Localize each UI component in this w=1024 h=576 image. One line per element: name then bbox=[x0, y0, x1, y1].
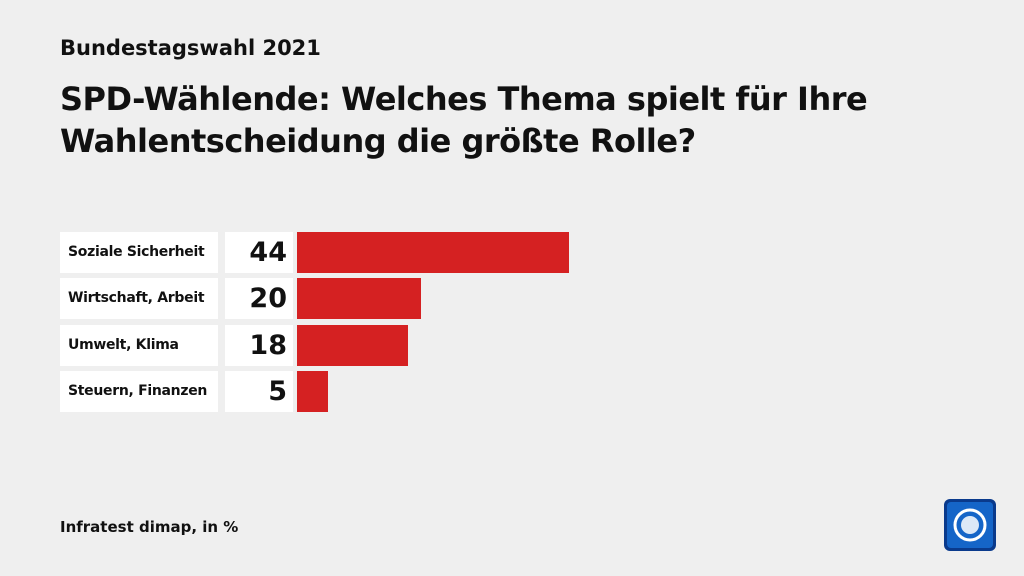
value-label: 18 bbox=[225, 324, 293, 366]
bar bbox=[297, 232, 569, 273]
bar bbox=[297, 370, 328, 412]
value-label: 5 bbox=[225, 370, 293, 412]
value-label: 44 bbox=[225, 232, 293, 273]
category-label: Umwelt, Klima bbox=[60, 324, 218, 366]
bar bbox=[297, 324, 409, 366]
category-label: Steuern, Finanzen bbox=[60, 370, 218, 412]
category-label: Wirtschaft, Arbeit bbox=[60, 278, 218, 320]
supertitle: Bundestagswahl 2021 bbox=[60, 36, 321, 60]
value-label: 20 bbox=[225, 278, 293, 320]
source: Infratest dimap, in % bbox=[60, 518, 239, 536]
bar bbox=[297, 278, 421, 320]
category-label: Soziale Sicherheit bbox=[60, 232, 218, 273]
logo bbox=[944, 499, 996, 551]
chart-title: SPD-Wählende: Welches Thema spielt für I… bbox=[60, 80, 868, 160]
